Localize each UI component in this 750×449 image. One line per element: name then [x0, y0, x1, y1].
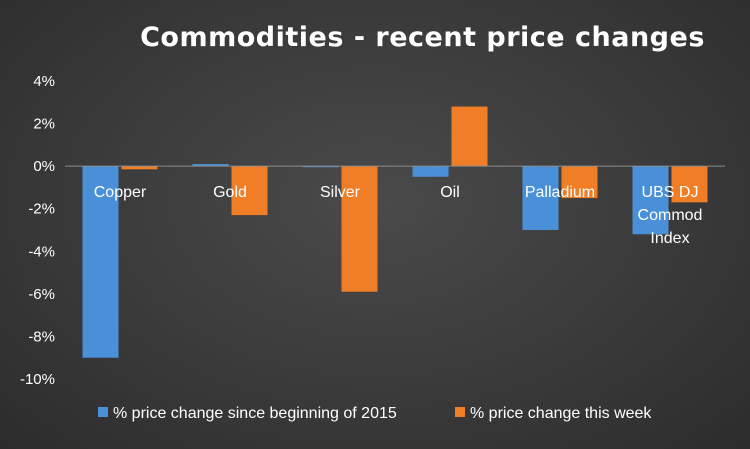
legend-swatch — [455, 407, 465, 417]
y-tick-label: -4% — [28, 243, 55, 260]
chart-title: Commodities - recent price changes — [140, 22, 705, 53]
bar-1-ubs-dj-commod-index — [671, 166, 708, 203]
bar-1-copper — [121, 166, 158, 170]
category-label: Palladium — [525, 184, 595, 201]
y-tick-label: 0% — [33, 158, 55, 175]
category-label: Gold — [213, 184, 247, 201]
legend-label: % price change since beginning of 2015 — [113, 405, 397, 422]
bar-0-palladium — [522, 166, 559, 230]
category-label: Oil — [440, 184, 460, 201]
y-tick-label: -2% — [28, 201, 55, 218]
category-label: UBS DJ — [642, 184, 699, 201]
bar-1-gold — [231, 166, 268, 216]
bar-0-silver — [302, 166, 339, 168]
category-label: Commod — [638, 207, 703, 224]
legend-label: % price change this week — [470, 405, 652, 422]
y-tick-label: -10% — [20, 371, 55, 388]
y-tick-label: -6% — [28, 286, 55, 303]
bar-0-ubs-dj-commod-index — [632, 166, 669, 235]
bar-0-oil — [412, 166, 449, 177]
y-tick-label: -8% — [28, 328, 55, 345]
category-label: Silver — [320, 184, 361, 201]
y-tick-label: 4% — [33, 73, 55, 90]
y-tick-label: 2% — [33, 116, 55, 133]
bar-0-copper — [82, 166, 119, 358]
bar-1-silver — [341, 166, 378, 292]
category-label: Copper — [94, 184, 147, 201]
legend-swatch — [98, 407, 108, 417]
category-label: Index — [650, 230, 689, 247]
bar-1-palladium — [561, 166, 598, 199]
bar-0-gold — [192, 164, 229, 167]
bar-1-oil — [451, 106, 488, 167]
